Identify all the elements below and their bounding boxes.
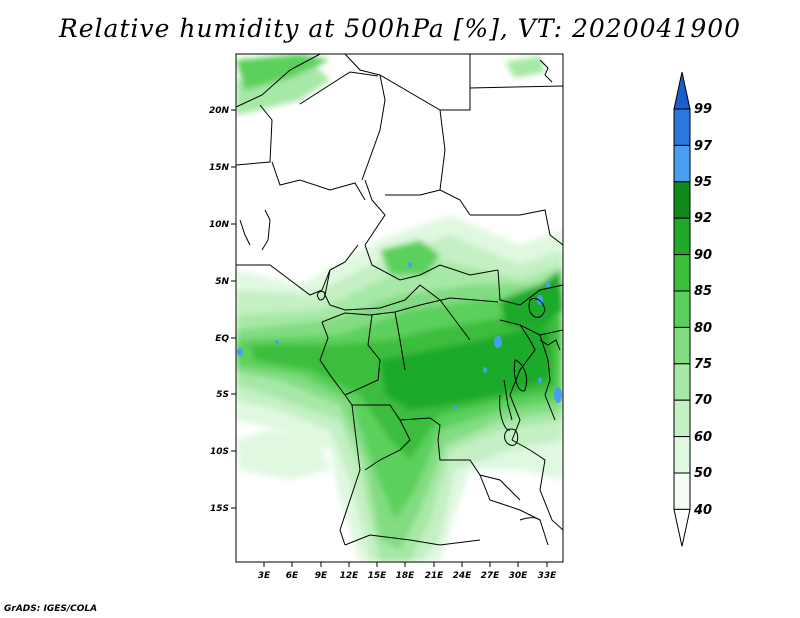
colorbar-top-arrow [673, 71, 691, 110]
lon-label: 12E [340, 571, 360, 581]
lon-label: 21E [425, 571, 445, 581]
lon-label: 3E [258, 571, 271, 581]
lat-label: 20N [209, 106, 230, 116]
colorbar-label: 75 [694, 357, 712, 372]
lon-axis: 3E 6E 9E 12E 15E 18E 21E 24E 27E 30E 33E [258, 562, 557, 581]
lat-label: 15S [210, 504, 229, 514]
lat-label: 15N [209, 163, 230, 173]
lon-label: 30E [509, 571, 529, 581]
colorbar-label: 97 [694, 139, 713, 154]
lon-label: 15E [368, 571, 388, 581]
lon-label: 18E [396, 571, 416, 581]
colorbar-label: 95 [694, 175, 712, 190]
colorbar-label: 40 [693, 503, 712, 518]
lon-label: 6E [286, 571, 299, 581]
grads-credit: GrADS: IGES/COLA [4, 604, 98, 614]
lat-label: 5N [215, 277, 229, 287]
colorbar-segment [673, 363, 691, 401]
colorbar-label: 50 [694, 466, 712, 481]
lon-label: 27E [481, 571, 501, 581]
country-borders [236, 54, 563, 546]
colorbar-segment [673, 290, 691, 328]
lon-label: 9E [315, 571, 328, 581]
colorbar-label: 80 [694, 321, 712, 336]
humidity-field [236, 54, 563, 562]
colorbar-bottom-arrow [673, 508, 691, 547]
colorbar-segment [673, 326, 691, 365]
colorbar-label: 70 [694, 393, 712, 408]
chart-title: Relative humidity at 500hPa [%], VT: 202… [58, 14, 742, 43]
colorbar: 99 97 95 92 90 85 80 75 70 60 50 40 [673, 71, 713, 547]
colorbar-label: 90 [694, 248, 712, 263]
map-frame [235, 53, 564, 563]
colorbar-segment [673, 399, 691, 438]
lat-label: 10S [210, 447, 229, 457]
colorbar-segment [673, 181, 691, 219]
colorbar-label: 99 [694, 102, 712, 117]
lat-label: 10N [209, 220, 230, 230]
colorbar-label: 92 [694, 211, 712, 226]
colorbar-segment [673, 472, 691, 510]
lon-label: 24E [453, 571, 473, 581]
colorbar-segment [673, 217, 691, 256]
colorbar-segment [673, 436, 691, 474]
colorbar-segment [673, 144, 691, 183]
colorbar-segment [673, 108, 691, 146]
lat-label: 5S [216, 390, 229, 400]
lat-axis: 20N 15N 10N 5N EQ 5S 10S 15S [209, 106, 236, 514]
colorbar-segment [673, 254, 691, 292]
colorbar-label: 60 [694, 430, 712, 445]
colorbar-label: 85 [694, 284, 712, 299]
lat-label: EQ [215, 334, 229, 344]
lon-label: 33E [538, 571, 558, 581]
